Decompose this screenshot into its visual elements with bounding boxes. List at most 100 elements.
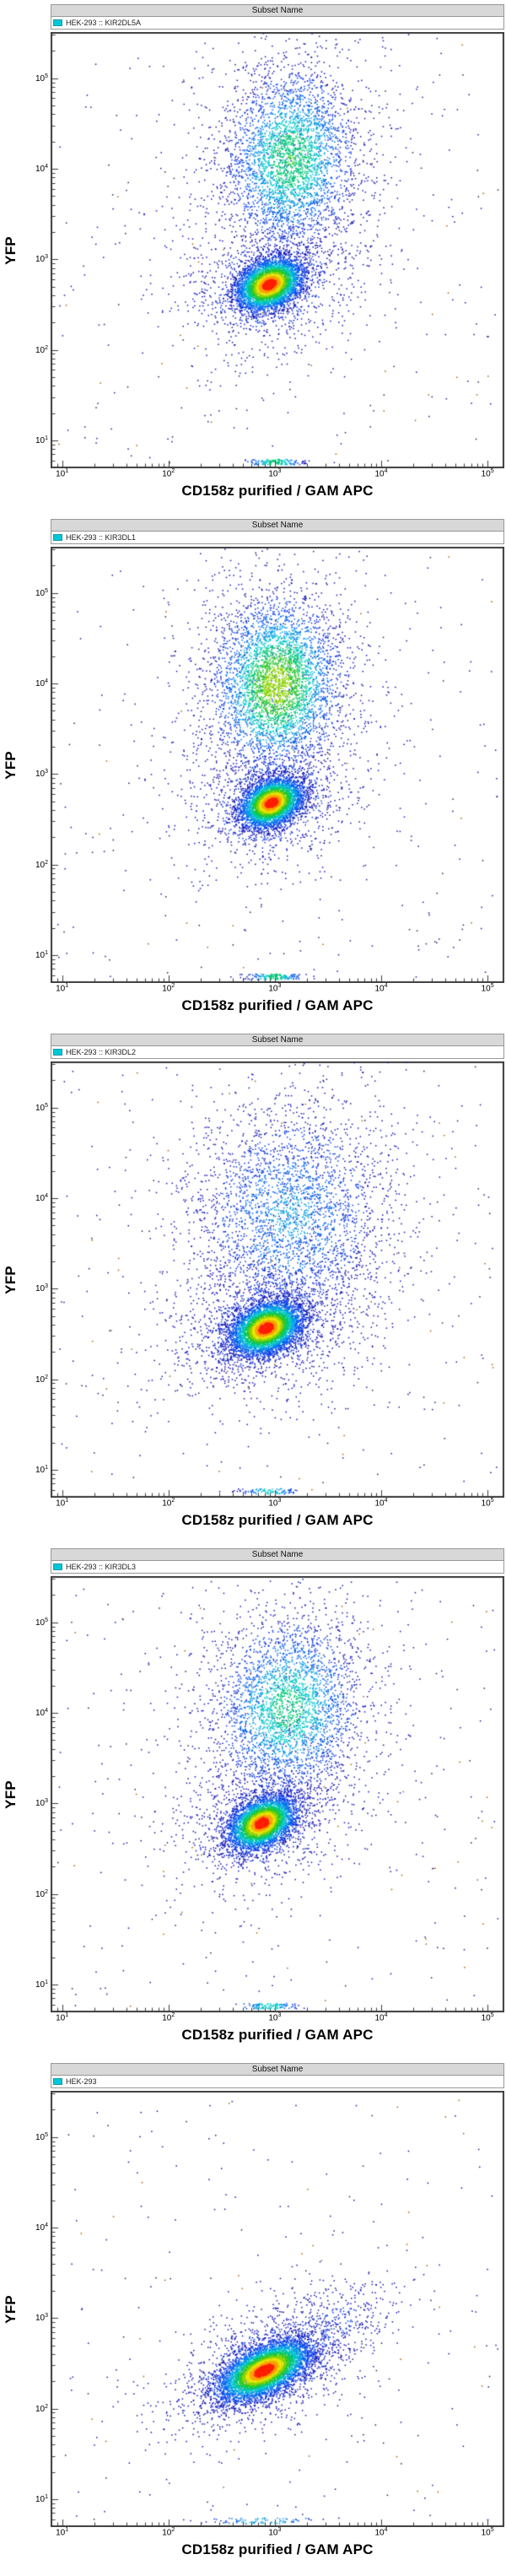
legend-color-swatch xyxy=(53,19,62,26)
y-axis-label: YFP xyxy=(3,235,19,265)
plot-row: YFP 101 102 103 104 105 xyxy=(0,2091,506,2527)
subset-name-header: Subset Name xyxy=(51,1034,504,1046)
x-tick-label: 105 xyxy=(481,1498,494,1509)
y-tick-labels: 101 102 103 104 105 xyxy=(22,2091,51,2527)
y-axis-label-column: YFP xyxy=(0,1576,22,2012)
y-tick-label: 102 xyxy=(35,1374,48,1385)
y-tick-label: 101 xyxy=(35,1979,48,1990)
subset-name-header: Subset Name xyxy=(51,1548,504,1561)
flow-plot-panel: Subset Name HEK-293 :: KIR3DL2 YFP 101 10… xyxy=(0,1029,506,1544)
panel-header-block: Subset Name HEK-293 :: KIR3DL3 xyxy=(51,1548,504,1574)
y-axis-label-column: YFP xyxy=(0,32,22,468)
y-axis-label-column: YFP xyxy=(0,1061,22,1498)
plot-area[interactable] xyxy=(51,32,504,468)
y-tick-labels: 101 102 103 104 105 xyxy=(22,547,51,983)
y-tick-label: 103 xyxy=(35,254,48,265)
y-tick-label: 103 xyxy=(35,1798,48,1809)
legend-color-swatch xyxy=(53,2078,62,2085)
legend-label: HEK-293 :: KIR2DL5A xyxy=(66,18,142,27)
y-tick-label: 104 xyxy=(35,1192,48,1204)
y-tick-labels: 101 102 103 104 105 xyxy=(22,1061,51,1498)
legend-label: HEK-293 :: KIR3DL1 xyxy=(66,532,137,542)
x-tick-label: 102 xyxy=(162,1498,175,1509)
x-tick-label: 104 xyxy=(374,1498,388,1509)
subset-name-title: Subset Name xyxy=(251,2065,304,2074)
flow-plot-panel: Subset Name HEK-293 :: KIR3DL1 YFP 101 10… xyxy=(0,515,506,1029)
y-tick-label: 101 xyxy=(35,2493,48,2504)
flow-plot-panel: Subset Name HEK-293 :: KIR3DL3 YFP 101 10… xyxy=(0,1544,506,2059)
legend-row[interactable]: HEK-293 :: KIR2DL5A xyxy=(51,17,504,30)
y-tick-label: 102 xyxy=(35,2403,48,2414)
x-tick-label: 103 xyxy=(268,2012,282,2023)
legend-color-swatch xyxy=(53,1563,62,1570)
x-axis-label-row: CD158z purified / GAM APC xyxy=(51,2541,504,2558)
legend-row[interactable]: HEK-293 :: KIR3DL3 xyxy=(51,1561,504,1574)
subset-name-title: Subset Name xyxy=(251,1550,304,1559)
y-tick-label: 105 xyxy=(35,587,48,598)
legend-row[interactable]: HEK-293 :: KIR3DL1 xyxy=(51,532,504,544)
scatter-canvas[interactable] xyxy=(51,2092,503,2526)
x-tick-label: 102 xyxy=(162,2012,175,2023)
subset-name-title: Subset Name xyxy=(251,6,304,15)
scatter-canvas[interactable] xyxy=(51,1062,503,1497)
y-tick-label: 101 xyxy=(35,1464,48,1475)
y-tick-label: 104 xyxy=(35,2222,48,2233)
x-tick-label: 103 xyxy=(268,1498,282,1509)
scatter-canvas[interactable] xyxy=(51,1577,503,2012)
subset-name-title: Subset Name xyxy=(251,521,304,530)
plot-area[interactable] xyxy=(51,1061,504,1498)
legend-row[interactable]: HEK-293 xyxy=(51,2076,504,2088)
y-axis-label-column: YFP xyxy=(0,2091,22,2527)
y-tick-label: 104 xyxy=(35,678,48,689)
y-axis-label: YFP xyxy=(3,1265,19,1294)
x-tick-label: 103 xyxy=(268,2527,282,2538)
y-axis-label: YFP xyxy=(3,750,19,780)
legend-row[interactable]: HEK-293 :: KIR3DL2 xyxy=(51,1046,504,1059)
x-axis-label: CD158z purified / GAM APC xyxy=(181,1512,374,1528)
y-tick-label: 101 xyxy=(35,435,48,446)
plot-area[interactable] xyxy=(51,2091,504,2527)
plot-row: YFP 101 102 103 104 105 xyxy=(0,547,506,983)
y-tick-label: 105 xyxy=(35,1617,48,1628)
x-tick-label: 105 xyxy=(481,2012,494,2023)
subset-name-header: Subset Name xyxy=(51,4,504,17)
y-tick-label: 103 xyxy=(35,1283,48,1294)
x-tick-label: 105 xyxy=(481,468,494,479)
y-axis-label-column: YFP xyxy=(0,547,22,983)
panel-header-block: Subset Name HEK-293 :: KIR2DL5A xyxy=(51,4,504,30)
x-tick-label: 105 xyxy=(481,983,494,994)
panel-header-block: Subset Name HEK-293 xyxy=(51,2063,504,2088)
plot-row: YFP 101 102 103 104 105 xyxy=(0,1576,506,2012)
subset-name-title: Subset Name xyxy=(251,1035,304,1045)
panel-header-block: Subset Name HEK-293 :: KIR3DL1 xyxy=(51,519,504,544)
x-tick-labels: 101 102 103 104 105 xyxy=(51,468,504,481)
x-tick-label: 103 xyxy=(268,983,282,994)
x-axis-label: CD158z purified / GAM APC xyxy=(181,2027,374,2043)
x-tick-label: 103 xyxy=(268,468,282,479)
plot-row: YFP 101 102 103 104 105 xyxy=(0,32,506,468)
x-tick-label: 105 xyxy=(481,2527,494,2538)
x-tick-label: 104 xyxy=(374,983,388,994)
x-tick-label: 101 xyxy=(56,468,69,479)
plot-area[interactable] xyxy=(51,547,504,983)
x-tick-label: 104 xyxy=(374,2012,388,2023)
scatter-canvas[interactable] xyxy=(51,548,503,982)
plot-row: YFP 101 102 103 104 105 xyxy=(0,1061,506,1498)
x-tick-label: 102 xyxy=(162,468,175,479)
legend-label: HEK-293 :: KIR3DL2 xyxy=(66,1047,137,1056)
x-axis-label-row: CD158z purified / GAM APC xyxy=(51,1512,504,1529)
y-tick-label: 105 xyxy=(35,73,48,84)
x-axis-label: CD158z purified / GAM APC xyxy=(181,2541,374,2557)
legend-color-swatch xyxy=(53,534,62,541)
x-tick-label: 104 xyxy=(374,2527,388,2538)
y-tick-labels: 101 102 103 104 105 xyxy=(22,1576,51,2012)
scatter-canvas[interactable] xyxy=(51,33,503,467)
x-tick-label: 101 xyxy=(56,2527,69,2538)
y-tick-label: 105 xyxy=(35,1102,48,1113)
x-tick-label: 101 xyxy=(56,983,69,994)
plot-area[interactable] xyxy=(51,1576,504,2012)
subset-name-header: Subset Name xyxy=(51,519,504,532)
y-axis-label: YFP xyxy=(3,1779,19,1809)
x-axis-label: CD158z purified / GAM APC xyxy=(181,997,374,1013)
panel-header-block: Subset Name HEK-293 :: KIR3DL2 xyxy=(51,1034,504,1059)
